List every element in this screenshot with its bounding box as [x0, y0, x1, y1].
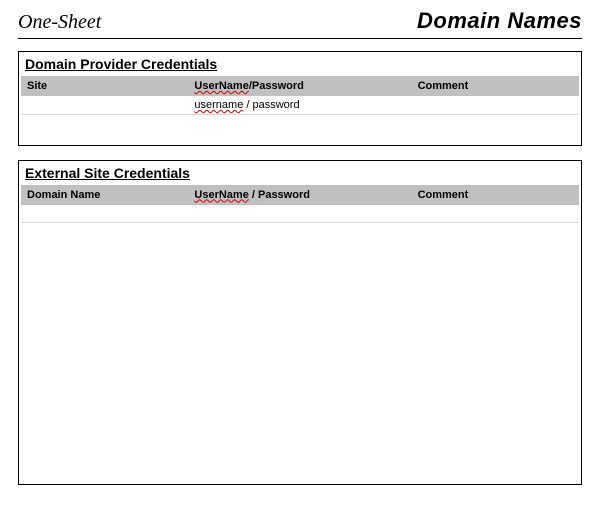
col-domain-name: Domain Name — [21, 185, 188, 204]
page-header: One-Sheet Domain Names — [18, 8, 582, 39]
panel-external-site: External Site Credentials Domain Name Us… — [18, 160, 582, 485]
cell-site — [21, 96, 188, 115]
cell-credentials: username / password — [188, 96, 411, 115]
col-sep: / — [249, 189, 258, 201]
table-header-row: Site UserName/Password Comment — [21, 77, 579, 96]
col-comment: Comment — [412, 185, 579, 204]
col-password-word: Password — [252, 80, 304, 92]
panel-domain-provider-title: Domain Provider Credentials — [21, 54, 579, 76]
col-username-word: UserName — [194, 80, 248, 92]
col-username-password: UserName/Password — [188, 77, 411, 96]
col-username-word: UserName — [194, 189, 248, 201]
cell-password: password — [252, 99, 299, 111]
col-username-password: UserName / Password — [188, 185, 411, 204]
cell-username: username — [194, 99, 243, 111]
table-row: username / password — [21, 96, 579, 115]
col-password-word: Password — [258, 189, 310, 201]
external-site-table: Domain Name UserName / Password Comment — [21, 185, 579, 223]
table-spacer — [21, 115, 579, 143]
cell-domain — [21, 204, 188, 222]
domain-provider-table: Site UserName/Password Comment username … — [21, 76, 579, 143]
panel-external-site-title: External Site Credentials — [21, 163, 579, 185]
col-site: Site — [21, 77, 188, 96]
table-header-row: Domain Name UserName / Password Comment — [21, 185, 579, 204]
header-brand: One-Sheet — [18, 11, 101, 34]
col-comment: Comment — [412, 77, 579, 96]
panel-domain-provider: Domain Provider Credentials Site UserNam… — [18, 51, 582, 146]
table-row — [21, 204, 579, 222]
cell-comment — [412, 96, 579, 115]
cell-credentials — [188, 204, 411, 222]
cell-comment — [412, 204, 579, 222]
header-title: Domain Names — [417, 8, 582, 34]
